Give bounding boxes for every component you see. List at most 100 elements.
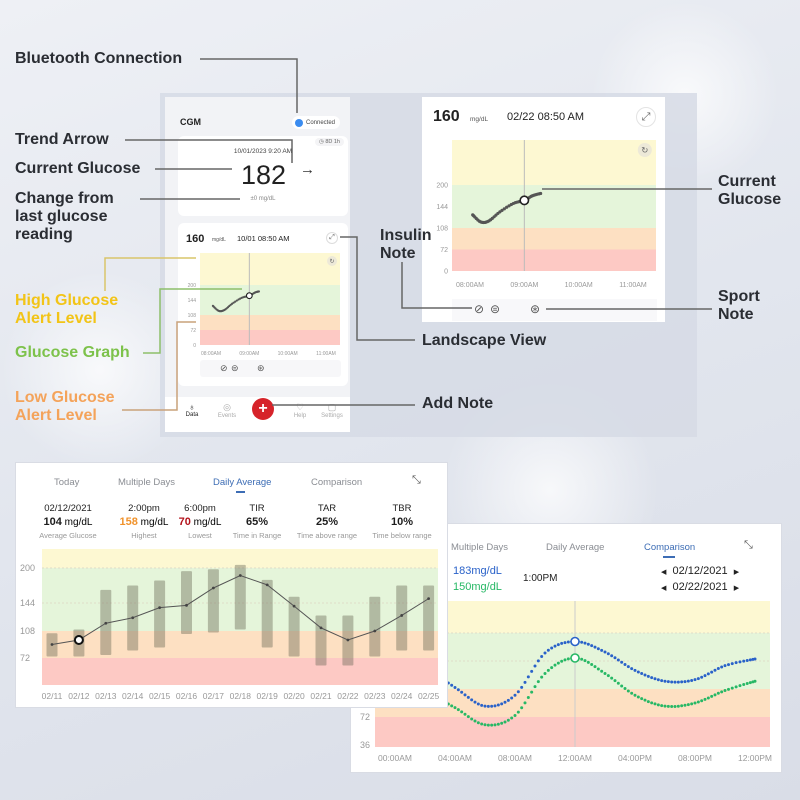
- band: [42, 568, 438, 631]
- insulin-note-icon[interactable]: ⊘: [220, 363, 228, 373]
- series-point: [520, 685, 524, 689]
- tab-today[interactable]: Today: [54, 477, 80, 488]
- tab-multiple-days[interactable]: Multiple Days: [451, 542, 509, 553]
- x-tick-label: 02/24: [391, 691, 413, 701]
- series-point: [683, 703, 687, 707]
- series-point: [593, 665, 597, 669]
- series-point: [510, 696, 514, 700]
- x-tick-label: 02/12: [68, 691, 90, 701]
- sport-note-icon[interactable]: ⊛: [530, 302, 541, 316]
- nav-help[interactable]: ♡ Help: [285, 402, 315, 419]
- series-point: [646, 674, 650, 678]
- meal-note-icon[interactable]: ⊜: [231, 363, 239, 373]
- stat-value: 70 mg/dL: [178, 516, 222, 528]
- landscape-glucose-chart: ↻ 0 72 108 144 200 08:00AM 09:00AM 10:00AM 11:00A…: [436, 140, 656, 289]
- next-icon[interactable]: ▶: [733, 585, 740, 592]
- series-point: [493, 723, 497, 727]
- tab-daily-average[interactable]: Daily Average: [213, 477, 272, 488]
- stat-head: 6:00pm: [184, 503, 216, 514]
- add-note-button[interactable]: +: [252, 398, 274, 420]
- series-point: [643, 698, 647, 702]
- series-point: [616, 681, 620, 685]
- glucose-point: [500, 208, 504, 212]
- range-bar: [288, 596, 300, 657]
- stat-value: 10%: [390, 516, 414, 528]
- stat-label: Lowest: [188, 531, 212, 540]
- landscape-view-button[interactable]: ⤢: [326, 232, 338, 244]
- prev-icon[interactable]: ◀: [661, 569, 667, 576]
- nav-data[interactable]: ♁ Data: [177, 402, 207, 418]
- next-icon[interactable]: ▶: [733, 569, 740, 576]
- series-point: [720, 665, 724, 669]
- range-bar: [423, 585, 435, 651]
- tab-comparison[interactable]: Comparison: [644, 542, 696, 553]
- range-bar: [234, 564, 246, 630]
- series-point: [560, 659, 564, 663]
- series-point: [596, 647, 600, 651]
- series-point: [633, 693, 637, 697]
- series-point: [516, 710, 520, 714]
- prev-icon[interactable]: ◀: [661, 585, 667, 592]
- average-point: [346, 638, 350, 642]
- series-point: [676, 680, 680, 684]
- cursor-marker: [570, 636, 580, 647]
- meal-note-icon[interactable]: ⊜: [490, 302, 501, 316]
- x-tick-label: 02/20: [283, 691, 305, 701]
- series-point: [590, 662, 594, 666]
- series-point: [563, 641, 567, 645]
- series-point: [583, 659, 587, 663]
- series-point: [683, 680, 687, 684]
- series-point: [706, 696, 710, 700]
- series-point: [680, 680, 684, 684]
- series-point: [723, 689, 727, 693]
- nav-events[interactable]: ◎ Events: [212, 402, 242, 419]
- date2-picker[interactable]: ◀ 02/22/2021 ▶: [661, 581, 740, 593]
- series-point: [550, 646, 554, 650]
- series-point: [693, 701, 697, 705]
- range-bar: [154, 580, 166, 648]
- series-point: [533, 685, 537, 689]
- series-point: [742, 659, 746, 663]
- drop-icon: ♁: [188, 402, 196, 412]
- insulin-note-icon[interactable]: ⊘: [474, 302, 485, 316]
- heart-icon: ♡: [295, 402, 305, 412]
- connection-label: Connected: [306, 119, 336, 126]
- series-point: [613, 656, 617, 660]
- sensor-age-badge: ◷ 8D 1h: [314, 138, 344, 146]
- y-tick-label: 0: [444, 268, 448, 275]
- series-point: [503, 700, 507, 704]
- daily-average-chart: 72 108 144 200 02/11 02/12 02/13 02/14 02/15 02/1…: [20, 549, 440, 701]
- nav-settings[interactable]: ▢ Settings: [317, 402, 347, 419]
- series-point: [636, 695, 640, 699]
- expand-button[interactable]: ⤢: [636, 107, 656, 127]
- series-point: [480, 703, 484, 707]
- x-tick-label: 02/15: [149, 691, 171, 701]
- stat-5: TBR 10% Time below range: [357, 503, 447, 540]
- series-point: [696, 677, 700, 681]
- tab-daily-average[interactable]: Daily Average: [546, 542, 605, 553]
- series-point: [460, 710, 464, 714]
- sport-note-icon[interactable]: ⊛: [257, 363, 265, 373]
- collapse-icon[interactable]: ⤡: [412, 474, 421, 486]
- label-sport-note: Sport Note: [718, 288, 760, 323]
- date1-picker[interactable]: ◀ 02/12/2021 ▶: [661, 565, 740, 577]
- glucose-point: [502, 207, 506, 211]
- landscape-notes-row: ⊘ ⊜ ⊛: [452, 299, 657, 321]
- series-point: [673, 680, 677, 684]
- series-point: [456, 708, 460, 712]
- band: [375, 717, 770, 747]
- collapse-icon[interactable]: ⤡: [744, 539, 753, 551]
- x-tick-label: 08:00AM: [498, 753, 532, 763]
- y-tick-label: 200: [20, 563, 35, 573]
- label-glucose-graph: Glucose Graph: [15, 344, 130, 361]
- series-point: [703, 697, 707, 701]
- series-point: [653, 702, 657, 706]
- series-point: [476, 721, 480, 725]
- tab-comparison[interactable]: Comparison: [311, 477, 363, 488]
- tab-multiple-days[interactable]: Multiple Days: [118, 477, 176, 488]
- bluetooth-status[interactable]: Connected: [292, 116, 341, 129]
- x-tick-label: 08:00AM: [201, 351, 221, 357]
- series-point: [550, 666, 554, 670]
- y-tick-label: 0: [193, 343, 196, 349]
- series-point: [470, 717, 474, 721]
